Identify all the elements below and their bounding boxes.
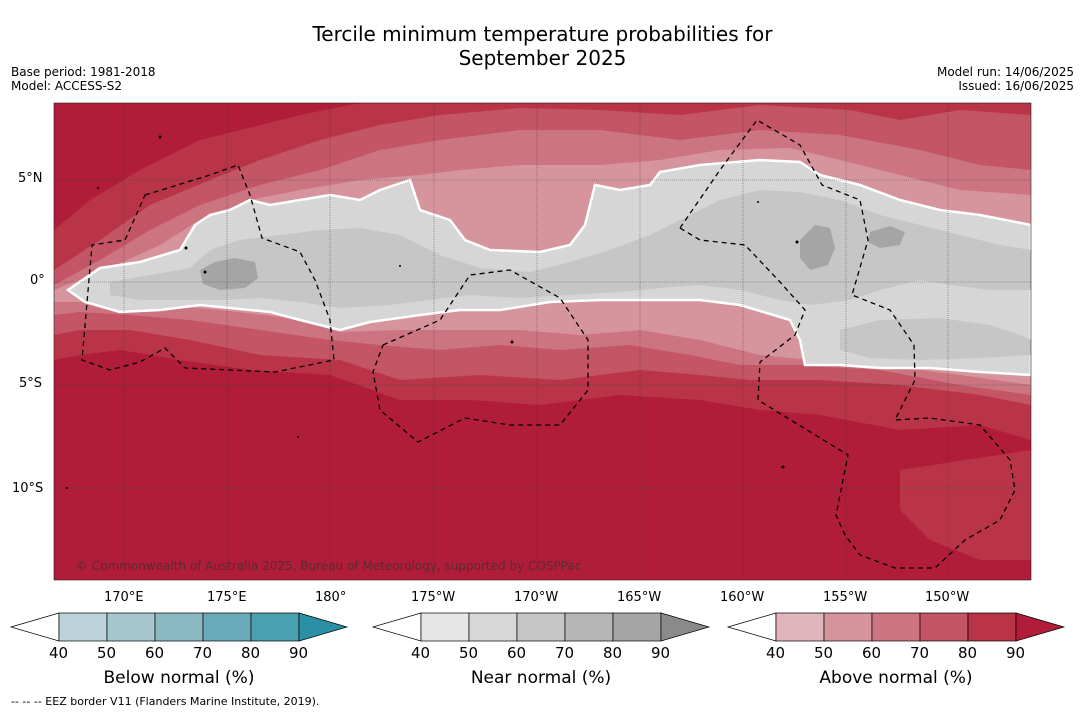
below-normal-title: Below normal (%) [103,668,255,688]
above-normal-extend-min [726,612,777,642]
lat-label-5n: 5°N [18,171,43,186]
below-normal-tick-40: 40 [49,644,69,662]
below-normal-bin-5 [250,612,300,642]
near-normal-tick-40: 40 [411,644,431,662]
lon-label-170e: 170°E [104,590,144,605]
title-line-2: September 2025 [458,46,627,70]
below-normal-tick-60: 60 [145,644,165,662]
colorbar-near-normal [371,612,711,642]
above-normal-bin-4 [919,612,969,642]
near-normal-60-area-east [800,225,835,270]
colorbar-above-normal [726,612,1066,642]
near-normal-bin-2 [468,612,518,642]
issued-date: Issued: 16/06/2025 [958,79,1074,93]
map-frame [53,102,1032,581]
gridlines [54,103,1031,580]
eez-border-nauru [372,269,589,443]
lon-label-155w: 155°W [823,590,868,605]
near-normal-50-area [110,190,1031,308]
near-normal-tick-70: 70 [555,644,575,662]
eez-border-kiribati-line [679,119,1016,569]
above-normal-extend-max [1015,612,1066,642]
meta-right: Model run: 14/06/2025 Issued: 16/06/2025 [937,65,1074,93]
island-markers [66,135,799,489]
near-normal-extend-max [660,612,711,642]
above-normal-bin-3 [871,612,921,642]
below-normal-tick-50: 50 [97,644,117,662]
map-panel [54,103,1031,580]
above-normal-tick-70: 70 [910,644,930,662]
above-normal-bin-2 [823,612,873,642]
title-line-1: Tercile minimum temperature probabilitie… [312,22,773,46]
near-normal-title: Near normal (%) [470,668,612,688]
near-normal-50-south [840,318,1031,360]
base-period: Base period: 1981-2018 [11,65,156,79]
above-normal-tick-40: 40 [766,644,786,662]
eez-borders [81,119,1016,569]
lon-label-175e: 175°E [207,590,247,605]
below-normal-bin-1 [58,612,108,642]
near-normal-extend-min [371,612,422,642]
lon-label-170w: 170°W [514,590,559,605]
above-normal-tick-50: 50 [814,644,834,662]
near-normal-tick-60: 60 [507,644,527,662]
below-normal-bin-2 [106,612,156,642]
copyright-notice: © Commonwealth of Australia 2025, Bureau… [76,559,582,573]
above-80-area-south [900,450,1031,560]
near-normal-60-area-east2 [868,226,905,248]
lat-label-10s: 10°S [12,481,44,496]
lon-label-150w: 150°W [925,590,970,605]
below-normal-bin-3 [154,612,204,642]
below-normal-extend-max [298,612,349,642]
near-normal-bin-5 [612,612,662,642]
eez-footnote: -- -- -- EEZ border V11 (Flanders Marine… [11,695,320,708]
near-normal-bin-3 [516,612,566,642]
colorbar-below-normal [9,612,349,642]
map-title: Tercile minimum temperature probabilitie… [0,22,1085,70]
below-normal-bin-4 [202,612,252,642]
below-normal-tick-70: 70 [193,644,213,662]
near-normal-tick-80: 80 [603,644,623,662]
lon-label-165w: 165°W [617,590,662,605]
above-normal-tick-90: 90 [1006,644,1026,662]
lon-label-180: 180° [315,590,347,605]
near-normal-bin-1 [420,612,470,642]
model-run: Model run: 14/06/2025 [936,65,1074,79]
meta-left: Base period: 1981-2018 Model: ACCESS-S2 [11,65,156,93]
lon-label-160w: 160°W [720,590,765,605]
lat-label-5s: 5°S [19,376,43,391]
above-normal-tick-80: 80 [958,644,978,662]
lon-label-175w: 175°W [411,590,456,605]
near-normal-bin-4 [564,612,614,642]
near-normal-tick-90: 90 [651,644,671,662]
below-normal-tick-90: 90 [289,644,309,662]
near-normal-tick-50: 50 [459,644,479,662]
model-name: Model: ACCESS-S2 [11,79,123,93]
above-normal-title: Above normal (%) [819,668,973,688]
below-normal-extend-min [9,612,60,642]
above-normal-bin-5 [967,612,1017,642]
above-normal-tick-60: 60 [862,644,882,662]
above-normal-bin-1 [775,612,825,642]
lat-label-0: 0° [30,273,45,288]
below-normal-tick-80: 80 [241,644,261,662]
